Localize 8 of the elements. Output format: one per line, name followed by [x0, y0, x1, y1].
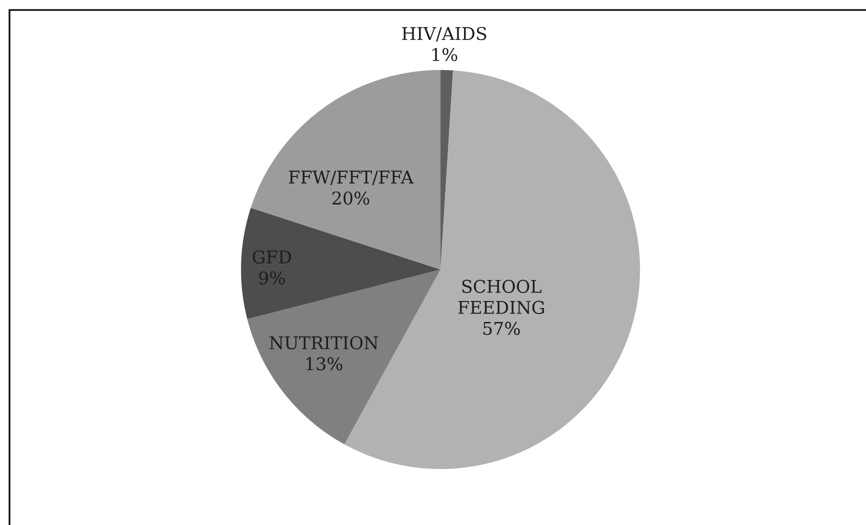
slice-label: FFW/FFT/FFA	[289, 170, 414, 186]
slice-label: NUTRITION	[270, 336, 378, 350]
data-label: 1%	[432, 48, 458, 62]
data-label: 13%	[306, 357, 342, 370]
data-label: 20%	[332, 191, 370, 205]
slice-label: HIV/AIDS	[402, 26, 486, 42]
data-label: 57%	[483, 322, 520, 336]
slice-label: SCHOOL FEEDING	[458, 280, 544, 314]
